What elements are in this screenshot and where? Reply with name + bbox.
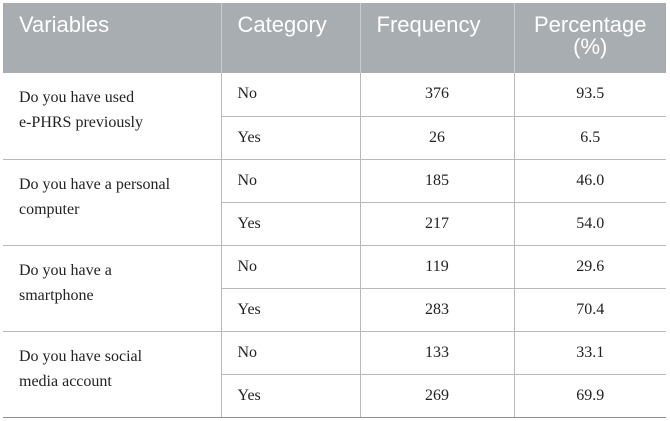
- table-row: Yes 269 69.9: [3, 374, 666, 418]
- table-body: Do you have used e-PHRS previously No 376…: [3, 73, 666, 418]
- variable-cell: Do you have a personal computer: [3, 159, 222, 246]
- frequency-cell: 269: [360, 374, 515, 418]
- frequency-cell: 119: [360, 245, 515, 289]
- variable-line2: e-PHRS previously: [19, 114, 143, 131]
- category-cell: No: [221, 159, 361, 203]
- frequency-cell: 217: [360, 202, 515, 246]
- table-row: Yes 283 70.4: [3, 288, 666, 332]
- percentage-cell: 29.6: [514, 245, 666, 289]
- frequency-cell: 26: [360, 116, 515, 160]
- category-cell: Yes: [221, 116, 361, 160]
- header-percentage-line1: Percentage: [533, 12, 647, 37]
- category-cell: No: [221, 73, 361, 117]
- category-cell: Yes: [221, 288, 361, 332]
- header-percentage-label: Percentage (%): [515, 3, 667, 58]
- table-row: Yes 26 6.5: [3, 116, 666, 160]
- variable-line1: Do you have social: [19, 347, 143, 365]
- variable-cell: Do you have social media account: [3, 331, 222, 418]
- header-percentage: Percentage (%): [514, 3, 666, 73]
- percentage-cell: 69.9: [514, 374, 666, 418]
- variable-line1: Do you have used: [19, 89, 135, 106]
- variable-cell: Do you have a smartphone: [3, 245, 222, 332]
- percentage-cell: 70.4: [514, 288, 666, 332]
- table-row: Do you have used e-PHRS previously No 376…: [3, 73, 666, 160]
- category-cell: Yes: [221, 202, 361, 246]
- category-cell: No: [221, 245, 361, 289]
- data-table: Variables Category Frequency Percentage(…: [3, 3, 666, 418]
- header-percentage-line2: (%): [573, 34, 608, 59]
- table-header: Variables Category Frequency Percentage(…: [3, 3, 666, 73]
- frequency-cell: 376: [360, 73, 515, 117]
- table-row: Do you have a smartphone No 119 29.6: [3, 245, 666, 332]
- percentage-cell: 54.0: [514, 202, 666, 246]
- variable-line1: Do you have a personal: [19, 175, 171, 193]
- table-row: Yes 217 54.0: [3, 202, 666, 246]
- percentage-cell: 6.5: [514, 116, 666, 160]
- header-frequency: Frequency: [360, 3, 515, 73]
- variable-line2: media account: [19, 372, 112, 390]
- percentage-cell: 33.1: [514, 331, 666, 375]
- table-row: Do you have social media account No 133 3…: [3, 331, 666, 418]
- header-variables-label: Variables: [19, 12, 110, 37]
- frequency-cell: 283: [360, 288, 515, 332]
- variable-line2: smartphone: [19, 286, 94, 304]
- category-cell: Yes: [221, 374, 361, 418]
- header-category-label: Category: [237, 12, 327, 37]
- percentage-cell: 93.5: [514, 73, 666, 117]
- header-category: Category: [221, 3, 361, 73]
- frequency-cell: 185: [360, 159, 515, 203]
- header-row: Variables Category Frequency Percentage(…: [3, 3, 666, 73]
- percentage-cell: 46.0: [514, 159, 666, 203]
- variable-cell: Do you have used e-PHRS previously: [3, 73, 222, 160]
- table-row: Do you have a personal computer No 185 46…: [3, 159, 666, 246]
- frequency-cell: 133: [360, 331, 515, 375]
- header-variables: Variables: [3, 3, 222, 73]
- category-cell: No: [221, 331, 361, 375]
- variable-line2: computer: [19, 200, 80, 218]
- header-frequency-label: Frequency: [376, 12, 481, 37]
- variable-line1: Do you have a: [19, 261, 112, 279]
